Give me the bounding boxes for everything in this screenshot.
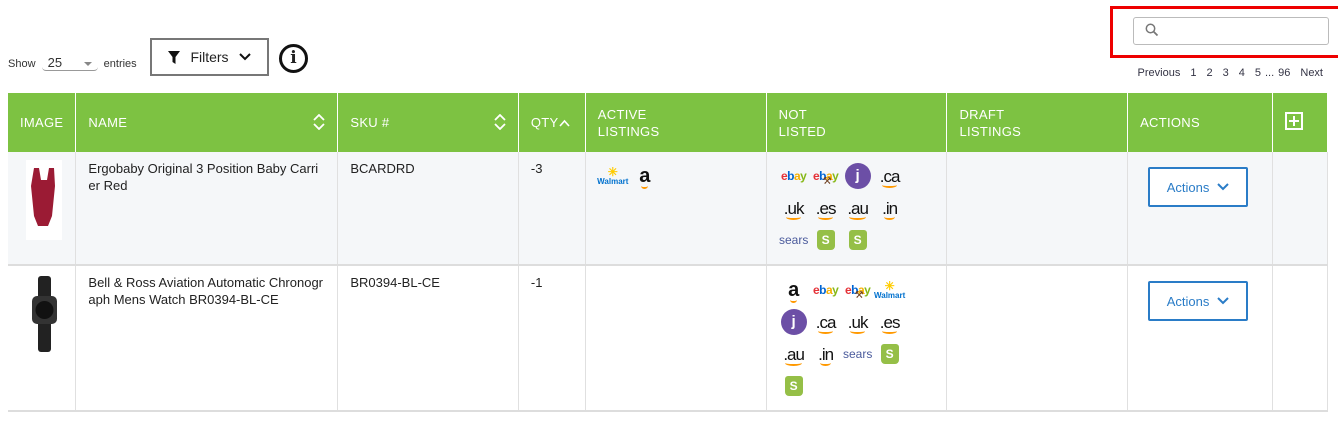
- header-qty[interactable]: QTY: [518, 93, 586, 152]
- pagination: Previous 1 2 3 4 5 ... 96 Next: [1138, 67, 1323, 79]
- page-link[interactable]: 5: [1254, 67, 1261, 79]
- amazon-ca-icon[interactable]: .ca: [815, 312, 836, 334]
- actions-cell: Actions: [1127, 152, 1274, 266]
- header-image: IMAGE: [8, 93, 77, 152]
- amazon-icon[interactable]: a: [788, 279, 800, 303]
- plus-square-icon: [1285, 111, 1304, 130]
- page-link[interactable]: 1: [1190, 67, 1197, 79]
- header-name[interactable]: NAME: [75, 93, 339, 152]
- amazon-ca-icon[interactable]: .ca: [879, 166, 900, 188]
- sort-icon[interactable]: [313, 114, 325, 130]
- add-column-button[interactable]: [1272, 93, 1328, 152]
- entries-control: Show 25 entries: [8, 55, 137, 71]
- shopify-icon[interactable]: S: [778, 370, 810, 402]
- info-icon[interactable]: i: [279, 44, 308, 73]
- actions-cell: Actions: [1127, 265, 1274, 412]
- table-row: Bell & Ross Aviation Automatic Chronogra…: [8, 265, 1328, 412]
- sku: BR0394-BL-CE: [337, 265, 519, 412]
- image-cell: [8, 152, 77, 266]
- next-link[interactable]: Next: [1300, 67, 1323, 79]
- product-image: [26, 160, 62, 240]
- image-cell: [8, 265, 77, 412]
- jet-icon[interactable]: j: [778, 306, 810, 338]
- product-name[interactable]: Ergobaby Original 3 Position Baby Carrie…: [75, 152, 339, 266]
- ellipsis: ...: [1264, 67, 1275, 79]
- amazon-au-icon[interactable]: .au: [847, 198, 869, 220]
- sort-icon[interactable]: [494, 114, 506, 130]
- sears-icon[interactable]: sears: [842, 346, 873, 361]
- qty: -3: [518, 152, 586, 266]
- filters-label: Filters: [190, 49, 229, 65]
- walmart-icon[interactable]: ✳ Walmart: [597, 164, 629, 186]
- amazon-es-icon[interactable]: .es: [815, 198, 836, 220]
- page-link[interactable]: 2: [1206, 67, 1213, 79]
- page-link-last[interactable]: 96: [1278, 67, 1291, 79]
- shopify-icon[interactable]: S: [842, 224, 874, 256]
- sears-icon[interactable]: sears: [778, 232, 809, 247]
- entries-select[interactable]: 25: [41, 55, 98, 71]
- extra-cell: [1272, 265, 1328, 412]
- chevron-down-icon: [238, 53, 251, 61]
- ebay-auction-icon[interactable]: ebay ⚒: [812, 168, 839, 188]
- active-listings: ✳ Walmart a: [585, 152, 767, 266]
- amazon-uk-icon[interactable]: .uk: [847, 312, 868, 334]
- ebay-icon[interactable]: ebay: [812, 282, 839, 297]
- products-table: IMAGE NAME SKU # QTY ACTIVE LISTINGS NOT…: [8, 93, 1328, 412]
- active-listings: [585, 265, 767, 412]
- product-image: [32, 276, 57, 352]
- not-listed: a ebay ebay ⚒ ✳ Walmart j .ca .uk .es .au .in sears S…: [766, 265, 948, 412]
- draft-listings: [946, 265, 1129, 412]
- amazon-icon[interactable]: a: [639, 165, 651, 189]
- chevron-down-icon: [1217, 297, 1230, 305]
- filter-icon: [168, 50, 181, 64]
- search-input[interactable]: [1133, 17, 1329, 45]
- extra-cell: [1272, 152, 1328, 266]
- header-draft-listings: DRAFT LISTINGS: [946, 93, 1129, 152]
- page-link[interactable]: 4: [1238, 67, 1245, 79]
- ebay-icon[interactable]: ebay: [780, 168, 807, 183]
- amazon-in-icon[interactable]: .in: [882, 198, 898, 220]
- actions-button[interactable]: Actions: [1148, 281, 1249, 321]
- amazon-in-icon[interactable]: .in: [818, 344, 834, 366]
- previous-link[interactable]: Previous: [1137, 67, 1181, 79]
- ebay-auction-icon[interactable]: ebay ⚒: [844, 282, 871, 302]
- product-name[interactable]: Bell & Ross Aviation Automatic Chronogra…: [75, 265, 339, 412]
- header-active-listings: ACTIVE LISTINGS: [585, 93, 767, 152]
- actions-button[interactable]: Actions: [1148, 167, 1249, 207]
- header-sku[interactable]: SKU #: [337, 93, 519, 152]
- entries-label: entries: [103, 58, 137, 70]
- amazon-uk-icon[interactable]: .uk: [783, 198, 804, 220]
- shopify-icon[interactable]: S: [874, 338, 906, 370]
- page-link[interactable]: 3: [1222, 67, 1229, 79]
- shopify-icon[interactable]: S: [810, 224, 842, 256]
- qty: -1: [518, 265, 586, 412]
- amazon-es-icon[interactable]: .es: [879, 312, 900, 334]
- header-actions: ACTIONS: [1127, 93, 1274, 152]
- filters-button[interactable]: Filters: [150, 38, 269, 76]
- sort-up-icon[interactable]: [558, 119, 570, 127]
- draft-listings: [946, 152, 1129, 266]
- highlight-box: [1110, 6, 1338, 58]
- header-not-listed: NOT LISTED: [766, 93, 948, 152]
- sku: BCARDRD: [337, 152, 519, 266]
- chevron-down-icon: [1217, 183, 1230, 191]
- walmart-icon[interactable]: ✳ Walmart: [874, 278, 906, 300]
- jet-icon[interactable]: j: [842, 160, 874, 192]
- table-row: Ergobaby Original 3 Position Baby Carrie…: [8, 152, 1328, 266]
- show-label: Show: [8, 58, 36, 70]
- amazon-au-icon[interactable]: .au: [783, 344, 805, 366]
- not-listed: ebay ebay ⚒ j .ca .uk .es .au .in sears S S: [766, 152, 948, 266]
- search-icon: [1145, 23, 1159, 37]
